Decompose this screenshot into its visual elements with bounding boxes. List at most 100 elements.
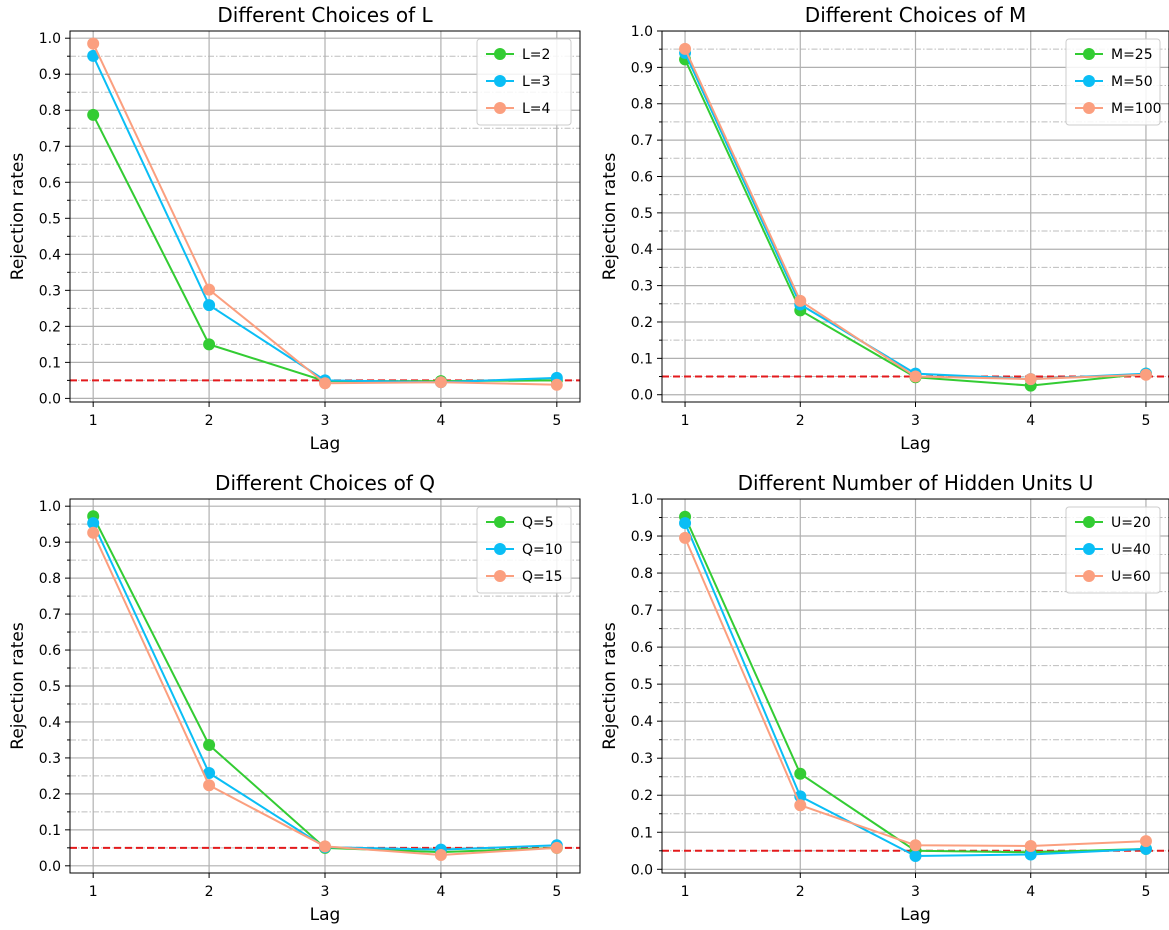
data-point [909,370,922,383]
data-point [794,767,807,780]
data-point [203,338,216,351]
x-tick-label: 4 [1026,413,1035,429]
data-point [1024,373,1037,386]
y-tick-label: 0.4 [39,247,61,263]
legend-label: U=20 [1111,515,1151,531]
data-point [434,849,447,862]
y-tick-label: 0.9 [39,67,61,83]
series-3 [87,37,563,391]
data-point [87,49,100,62]
x-tick-label: 5 [552,413,561,429]
y-tick-label: 0.1 [631,825,653,841]
data-point [434,376,447,389]
legend-marker [494,516,506,528]
y-tick-label: 0.5 [631,677,653,693]
x-axis-label: Lag [900,434,931,454]
data-point [1024,848,1037,861]
y-tick-label: 0.2 [39,787,61,803]
x-tick-label: 4 [1026,884,1035,900]
data-point [319,840,331,853]
data-point [1024,839,1037,852]
x-tick-label: 1 [681,884,690,900]
y-tick-label: 1.0 [631,24,653,40]
legend-label: M=25 [1111,47,1153,63]
legend-marker [1083,516,1095,528]
y-tick-label: 0.1 [39,355,61,371]
legend: Q=5 Q=10 Q=15 [476,506,572,594]
y-tick-label: 0.9 [631,529,653,545]
data-point [679,531,692,544]
y-tick-label: 0.6 [39,175,61,191]
y-tick-label: 0.6 [631,169,653,185]
y-tick-label: 0.7 [39,607,61,623]
data-point [909,849,922,862]
y-tick-label: 0.6 [631,640,653,656]
y-tick-label: 0.0 [39,859,61,875]
data-point [1139,368,1152,381]
y-tick-label: 0.1 [631,351,653,367]
chart-title: Different Choices of M [805,3,1026,27]
y-tick-label: 0.4 [631,242,653,258]
legend-marker [494,75,506,87]
x-tick-label: 5 [1141,884,1150,900]
legend-label: Q=5 [522,515,554,531]
y-tick-label: 0.0 [39,391,61,407]
y-tick-label: 0.2 [39,319,61,335]
x-tick-label: 3 [911,884,920,900]
y-tick-label: 0.7 [631,133,653,149]
chart-panel-4: 0.0 0.1 0.2 0.3 0.4 0.5 0.6 0.7 0.8 0.9 1.0 1 2 3 4 5 Di… [600,471,1169,925]
data-point [794,294,807,307]
y-tick-label: 1.0 [631,492,653,508]
legend-marker [494,48,506,60]
data-point [679,517,692,530]
legend-marker [1083,570,1095,582]
data-point [203,738,216,751]
series-3 [87,526,563,862]
legend-marker [1083,543,1095,555]
series-3 [679,531,1152,852]
legend-marker [494,570,506,582]
legend-marker [494,102,506,114]
y-tick-label: 0.3 [39,751,61,767]
data-point [550,378,563,391]
legend-label: L=4 [522,101,551,117]
data-point [1139,835,1152,848]
y-tick-label: 1.0 [39,499,61,515]
y-tick-label: 0.4 [631,714,653,730]
data-point [203,299,216,312]
x-tick-label: 2 [205,413,214,429]
chart-title: Different Choices of Q [215,471,435,495]
y-tick-label: 0.8 [631,97,653,113]
y-tick-label: 0.3 [631,279,653,295]
legend: U=20 U=40 U=60 [1065,506,1161,594]
x-tick-label: 3 [321,884,330,900]
y-tick-label: 0.3 [39,283,61,299]
legend-label: Q=15 [522,569,563,585]
data-point [679,42,692,55]
data-point [203,283,216,296]
x-tick-label: 3 [911,413,920,429]
y-tick-label: 0.9 [39,535,61,551]
series-3 [679,42,1152,386]
legend-label: L=3 [522,74,550,90]
chart-title: Different Choices of L [217,3,433,27]
x-axis-label: Lag [310,905,341,925]
y-tick-label: 0.5 [39,679,61,695]
x-tick-label: 4 [436,884,445,900]
legend-label: M=50 [1111,74,1153,90]
data-point [319,377,331,390]
x-tick-label: 5 [1141,413,1150,429]
grid [70,499,580,873]
y-tick-label: 0.3 [631,751,653,767]
data-point [909,839,922,852]
x-tick-label: 2 [205,884,214,900]
y-axis-label: Rejection rates [8,622,28,750]
x-axis-label: Lag [310,434,341,454]
legend-label: L=2 [522,47,550,63]
y-tick-label: 0.9 [631,60,653,76]
y-tick-label: 0.6 [39,643,61,659]
chart-title: Different Number of Hidden Units U [738,471,1094,495]
chart-panel-1: 0.0 0.1 0.2 0.3 0.4 0.5 0.6 0.7 0.8 0.9 1.0 1 2 3 4 5 Di… [8,3,581,454]
x-axis-label: Lag [900,905,931,925]
